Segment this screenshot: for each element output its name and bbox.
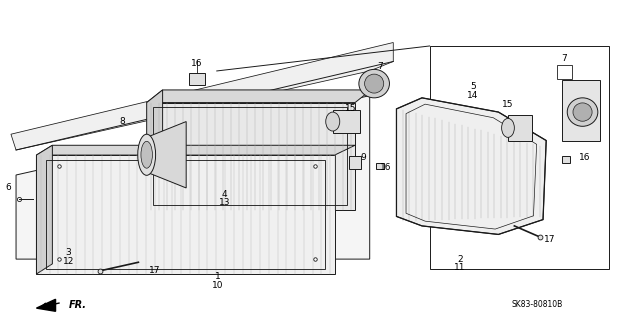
Text: 3: 3 bbox=[65, 248, 71, 257]
Polygon shape bbox=[557, 65, 572, 79]
Polygon shape bbox=[396, 98, 546, 234]
Text: FR.: FR. bbox=[68, 300, 86, 310]
Text: 16: 16 bbox=[380, 163, 392, 172]
Polygon shape bbox=[333, 110, 360, 133]
Text: 7: 7 bbox=[378, 62, 383, 71]
Ellipse shape bbox=[567, 98, 598, 126]
Polygon shape bbox=[147, 122, 186, 188]
Polygon shape bbox=[36, 155, 335, 274]
Polygon shape bbox=[36, 145, 52, 274]
Text: 2: 2 bbox=[458, 255, 463, 263]
Text: 5: 5 bbox=[470, 82, 476, 91]
Text: 12: 12 bbox=[63, 257, 74, 266]
Polygon shape bbox=[147, 90, 371, 103]
Polygon shape bbox=[16, 96, 370, 259]
Text: 14: 14 bbox=[467, 91, 479, 100]
Polygon shape bbox=[562, 80, 600, 141]
Text: 8: 8 bbox=[120, 117, 125, 126]
Polygon shape bbox=[376, 163, 384, 169]
Polygon shape bbox=[36, 299, 56, 311]
Text: SK83-80810B: SK83-80810B bbox=[511, 300, 563, 309]
Ellipse shape bbox=[502, 118, 515, 137]
Text: 15: 15 bbox=[502, 100, 514, 109]
Ellipse shape bbox=[573, 103, 592, 121]
Text: 4: 4 bbox=[221, 190, 227, 199]
Polygon shape bbox=[189, 73, 205, 85]
Text: 6: 6 bbox=[5, 183, 11, 192]
Polygon shape bbox=[36, 145, 355, 155]
Text: 17: 17 bbox=[148, 266, 160, 275]
Text: 11: 11 bbox=[454, 263, 466, 272]
Polygon shape bbox=[147, 103, 355, 210]
Ellipse shape bbox=[326, 112, 340, 131]
Polygon shape bbox=[508, 115, 532, 141]
Text: 16: 16 bbox=[579, 153, 591, 162]
Text: 13: 13 bbox=[219, 198, 230, 207]
Polygon shape bbox=[562, 156, 570, 163]
Text: 10: 10 bbox=[212, 280, 224, 290]
Text: 17: 17 bbox=[543, 235, 555, 244]
Polygon shape bbox=[11, 42, 394, 150]
Text: 1: 1 bbox=[215, 272, 221, 281]
Text: 15: 15 bbox=[345, 104, 356, 113]
Ellipse shape bbox=[359, 69, 390, 98]
Text: 7: 7 bbox=[561, 54, 567, 63]
Polygon shape bbox=[349, 156, 362, 169]
Text: 9: 9 bbox=[360, 153, 366, 162]
Ellipse shape bbox=[138, 134, 156, 175]
Ellipse shape bbox=[141, 141, 152, 168]
Ellipse shape bbox=[365, 74, 384, 93]
Polygon shape bbox=[147, 90, 163, 210]
Text: 16: 16 bbox=[191, 59, 203, 68]
